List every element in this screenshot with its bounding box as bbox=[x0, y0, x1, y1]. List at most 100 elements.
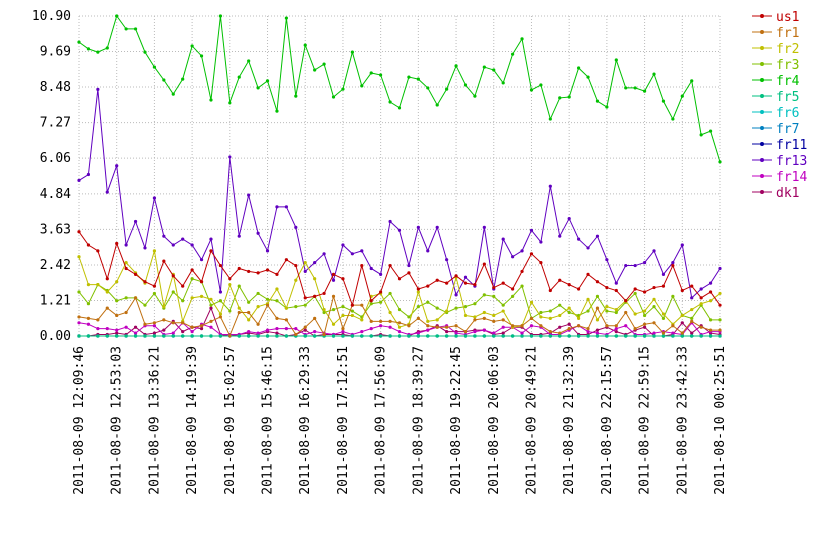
point bbox=[473, 329, 477, 334]
point bbox=[539, 315, 543, 319]
point bbox=[708, 328, 713, 332]
point bbox=[586, 309, 590, 313]
y-tick-label: 9.69 bbox=[40, 45, 71, 60]
point bbox=[426, 334, 430, 338]
point bbox=[633, 327, 637, 331]
point bbox=[303, 261, 307, 265]
series bbox=[77, 249, 722, 329]
legend-marker bbox=[760, 62, 764, 66]
point bbox=[718, 328, 722, 332]
point bbox=[228, 283, 232, 287]
point bbox=[360, 318, 364, 322]
point bbox=[454, 64, 458, 68]
y-tick-label: 4.84 bbox=[40, 187, 71, 202]
point bbox=[520, 37, 524, 41]
point bbox=[577, 316, 581, 320]
point bbox=[199, 54, 204, 58]
point bbox=[171, 321, 175, 325]
point bbox=[256, 334, 260, 338]
point bbox=[492, 331, 496, 335]
point bbox=[416, 305, 420, 309]
point bbox=[341, 87, 345, 91]
legend-marker bbox=[760, 158, 764, 162]
point bbox=[718, 160, 722, 164]
point bbox=[652, 331, 656, 335]
point bbox=[624, 310, 628, 315]
point bbox=[199, 280, 204, 284]
point bbox=[199, 324, 204, 328]
point bbox=[77, 255, 81, 259]
point bbox=[454, 306, 458, 310]
point bbox=[699, 325, 703, 329]
x-tick-label: 2011-08-09 15:02:57 bbox=[223, 346, 238, 495]
point bbox=[143, 246, 147, 250]
point bbox=[548, 316, 552, 320]
point bbox=[614, 324, 618, 328]
point bbox=[501, 281, 505, 285]
point bbox=[265, 334, 270, 338]
legend-item: dk1 bbox=[752, 186, 799, 201]
point bbox=[143, 280, 147, 284]
point bbox=[416, 290, 420, 294]
point bbox=[303, 296, 307, 300]
point bbox=[86, 316, 91, 320]
point bbox=[718, 291, 722, 296]
point bbox=[331, 334, 336, 338]
point bbox=[275, 205, 279, 209]
point bbox=[388, 263, 392, 268]
point bbox=[671, 117, 675, 121]
point bbox=[96, 50, 100, 54]
point bbox=[162, 259, 166, 263]
point bbox=[379, 272, 383, 276]
point bbox=[511, 255, 515, 259]
point bbox=[181, 77, 185, 81]
point bbox=[708, 281, 713, 285]
point bbox=[482, 310, 486, 315]
point bbox=[529, 334, 534, 338]
x-tick-label: 2011-08-09 20:06:03 bbox=[487, 346, 502, 495]
point bbox=[614, 327, 618, 331]
point bbox=[445, 329, 449, 334]
point bbox=[690, 334, 694, 338]
point bbox=[247, 269, 251, 274]
point bbox=[435, 225, 439, 229]
point bbox=[520, 331, 524, 335]
point bbox=[577, 287, 581, 291]
point bbox=[642, 322, 647, 326]
point bbox=[652, 285, 656, 290]
point bbox=[473, 315, 477, 319]
x-tick-label: 2011-08-09 12:09:46 bbox=[72, 346, 87, 495]
point bbox=[190, 296, 194, 300]
point bbox=[152, 196, 157, 200]
point bbox=[586, 297, 590, 301]
point bbox=[96, 87, 100, 91]
point bbox=[671, 261, 675, 265]
point bbox=[567, 334, 571, 338]
legend-marker bbox=[760, 190, 764, 194]
point bbox=[105, 190, 109, 194]
point bbox=[454, 293, 458, 297]
point bbox=[303, 328, 307, 332]
point bbox=[567, 322, 571, 326]
point bbox=[407, 271, 411, 275]
point bbox=[501, 303, 505, 307]
legend-item: fr14 bbox=[752, 170, 807, 185]
point bbox=[463, 313, 468, 318]
point bbox=[275, 287, 279, 291]
plot-frame bbox=[79, 16, 720, 336]
point bbox=[511, 324, 515, 328]
point bbox=[181, 329, 185, 334]
legend-label: fr4 bbox=[776, 74, 800, 89]
point bbox=[548, 288, 552, 293]
x-tick-label: 2011-08-10 00:25:51 bbox=[713, 346, 728, 495]
point bbox=[256, 86, 260, 90]
point bbox=[426, 249, 430, 253]
point bbox=[313, 261, 317, 265]
point bbox=[595, 328, 600, 332]
series bbox=[77, 294, 722, 338]
legend-label: fr2 bbox=[776, 42, 799, 57]
point bbox=[369, 327, 373, 331]
point bbox=[86, 47, 91, 51]
point bbox=[115, 313, 119, 318]
point bbox=[473, 283, 477, 287]
